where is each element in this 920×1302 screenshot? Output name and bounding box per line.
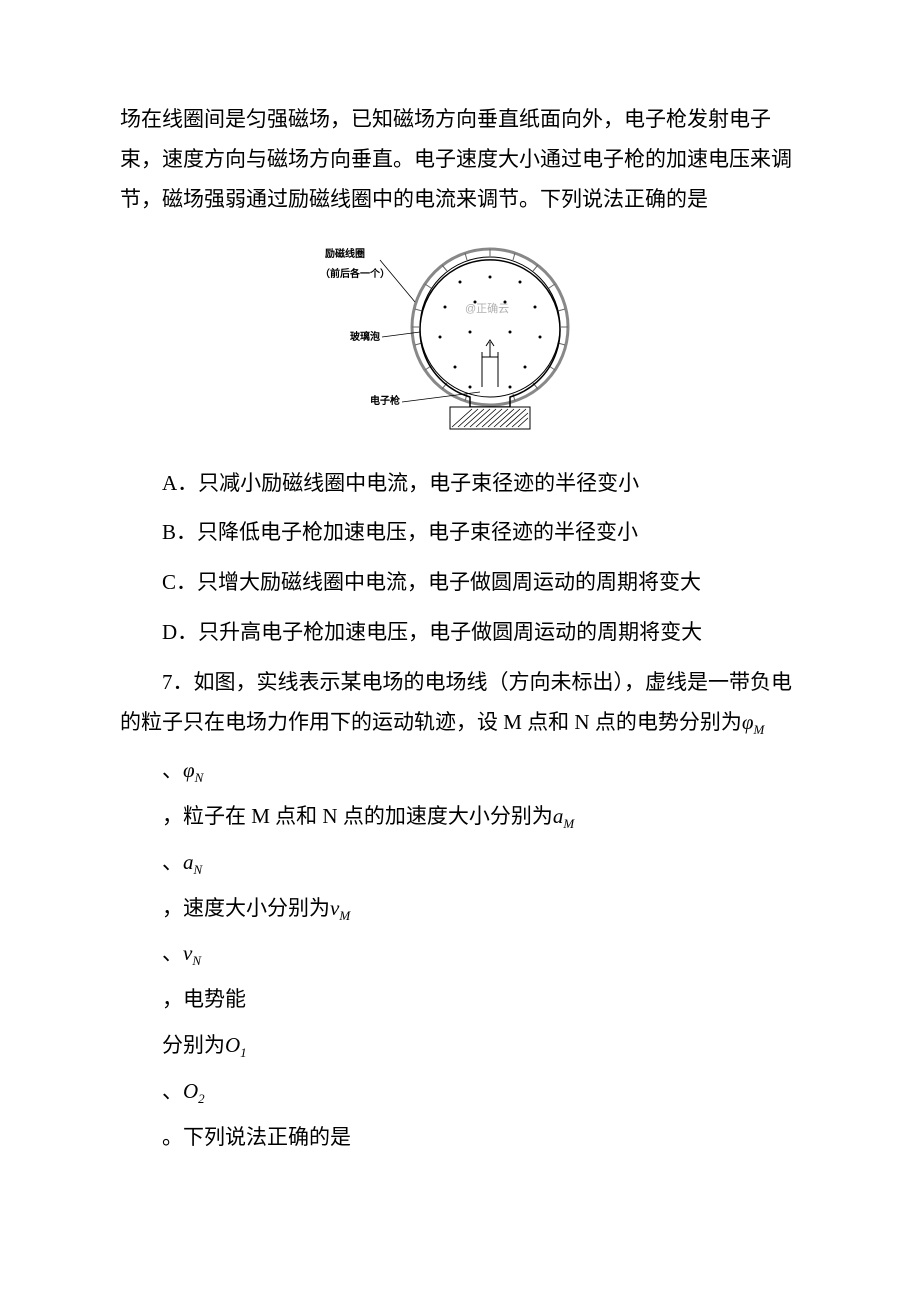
accel-intro: ，粒子在 M 点和 N 点的加速度大小分别为 xyxy=(162,804,553,828)
label-line-glass xyxy=(382,332,420,337)
label-line-coil xyxy=(380,260,415,302)
comma-4: 、 xyxy=(162,1079,183,1103)
v-m: v xyxy=(330,896,339,920)
choice-a: A．只减小励磁线圈中电流，电子束径迹的半径变小 xyxy=(120,464,800,504)
electron-gun-inner xyxy=(482,340,498,387)
choice-d: D．只升高电子枪加速电压，电子做圆周运动的周期将变大 xyxy=(120,613,800,653)
line-pe2: 分别为O1 xyxy=(120,1026,800,1066)
line-a-n: 、aN xyxy=(120,843,800,883)
sub-o2: 2 xyxy=(198,1091,205,1106)
a-m: a xyxy=(553,804,564,828)
v-n: v xyxy=(183,941,192,965)
line-v-n: 、vN xyxy=(120,934,800,974)
intro-paragraph: 场在线圈间是匀强磁场，已知磁场方向垂直纸面向外，电子枪发射电子束，速度方向与磁场… xyxy=(120,100,800,220)
sub-n: N xyxy=(195,770,204,785)
o1: O xyxy=(225,1033,240,1057)
line-final: 。下列说法正确的是 xyxy=(120,1118,800,1158)
phi-m: φ xyxy=(742,710,754,734)
line-speed-intro: ，速度大小分别为vM xyxy=(120,889,800,929)
comma-3: 、 xyxy=(162,941,183,965)
physics-diagram-svg: @正确云 励磁线圈 （前后各一个） 玻璃泡 xyxy=(320,232,600,432)
watermark: @正确云 xyxy=(465,302,509,315)
line-accel-intro: ，粒子在 M 点和 N 点的加速度大小分别为aM xyxy=(120,797,800,837)
line-phi-n: 、φN xyxy=(120,751,800,791)
choice-b: B．只降低电子枪加速电压，电子束径迹的半径变小 xyxy=(120,513,800,553)
sub-vm: M xyxy=(339,908,350,923)
sub-m: M xyxy=(753,722,764,737)
a-n: a xyxy=(183,850,194,874)
label-gun: 电子枪 xyxy=(370,394,400,407)
q7-intro-text: 7．如图，实线表示某电场的电场线（方向未标出），虚线是一带负电的粒子只在电场力作… xyxy=(120,670,792,734)
comma-2: 、 xyxy=(162,850,183,874)
line-o2: 、O2 xyxy=(120,1072,800,1112)
glass-bulb xyxy=(420,260,560,407)
sub-vn: N xyxy=(192,954,201,969)
speed-intro: ，速度大小分别为 xyxy=(162,896,330,920)
pe2-text: 分别为 xyxy=(162,1033,225,1057)
diagram: @正确云 励磁线圈 （前后各一个） 玻璃泡 xyxy=(320,232,600,446)
comma-1: 、 xyxy=(162,758,183,782)
phi-n: φ xyxy=(183,758,195,782)
sub-am: M xyxy=(563,816,574,831)
sub-an: N xyxy=(194,862,203,877)
label-each: （前后各一个） xyxy=(320,267,390,280)
label-glass: 玻璃泡 xyxy=(350,330,380,343)
choice-c: C．只增大励磁线圈中电流，电子做圆周运动的周期将变大 xyxy=(120,563,800,603)
sub-o1: 1 xyxy=(240,1045,247,1060)
field-dots xyxy=(439,275,542,388)
outer-coil xyxy=(412,249,568,405)
diagram-container: @正确云 励磁线圈 （前后各一个） 玻璃泡 xyxy=(120,232,800,446)
q7-intro: 7．如图，实线表示某电场的电场线（方向未标出），虚线是一带负电的粒子只在电场力作… xyxy=(120,663,800,743)
label-coil: 励磁线圈 xyxy=(325,247,365,260)
o2: O xyxy=(183,1079,198,1103)
line-pe: ，电势能 xyxy=(120,980,800,1020)
